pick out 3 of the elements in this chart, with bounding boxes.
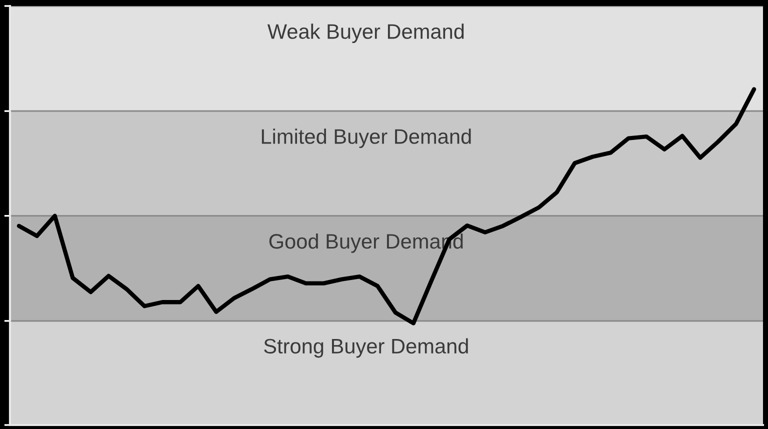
band-label: Strong Buyer Demand xyxy=(264,338,468,358)
band-label: Weak Buyer Demand xyxy=(267,24,464,44)
band-label: Limited Buyer Demand xyxy=(262,128,471,148)
